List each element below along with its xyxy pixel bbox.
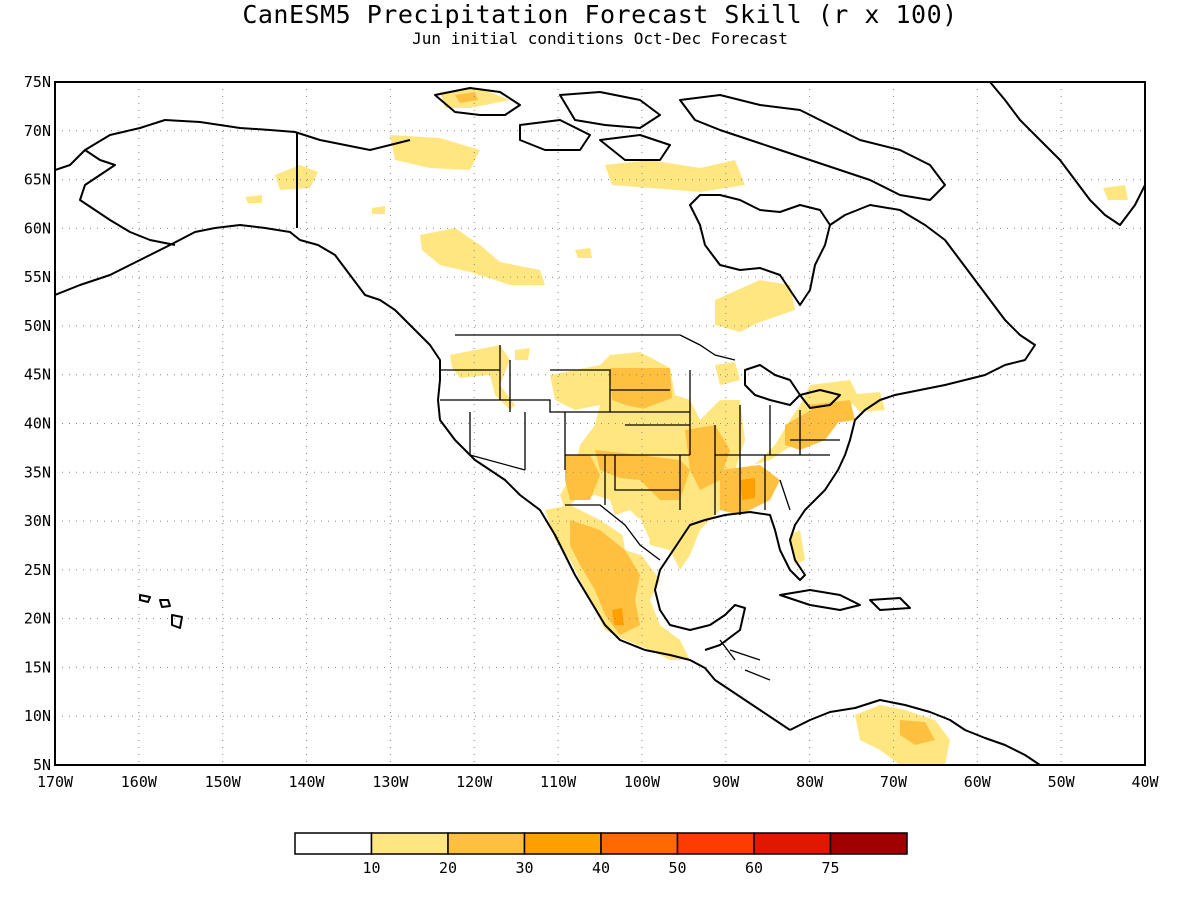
- colorbar-label: 30: [515, 859, 533, 877]
- lat-label: 55N: [24, 268, 51, 286]
- lon-label: 170W: [37, 773, 74, 791]
- lat-label: 75N: [24, 73, 51, 91]
- lon-label: 40W: [1131, 773, 1159, 791]
- colorbar-label: 20: [439, 859, 457, 877]
- lon-label: 150W: [205, 773, 242, 791]
- coastlines: [55, 82, 1145, 765]
- lon-label: 70W: [880, 773, 908, 791]
- map-frame: [54, 81, 1146, 766]
- colorbar-label: 50: [668, 859, 686, 877]
- lat-label: 30N: [24, 512, 51, 530]
- lat-label: 5N: [33, 756, 51, 774]
- colorbar-label: 10: [362, 859, 380, 877]
- skill-shading: [245, 88, 1128, 765]
- lon-label: 60W: [964, 773, 992, 791]
- lon-label: 140W: [288, 773, 325, 791]
- colorbar-swatch: [753, 832, 832, 855]
- lon-label: 90W: [712, 773, 740, 791]
- lon-label: 110W: [540, 773, 577, 791]
- colorbar-label: 40: [592, 859, 610, 877]
- lon-label: 50W: [1048, 773, 1076, 791]
- lat-label: 25N: [24, 561, 51, 579]
- colorbar: 10 20 30 40 50 60 75: [294, 832, 908, 877]
- lat-label: 40N: [24, 415, 51, 433]
- lon-label: 120W: [456, 773, 493, 791]
- lat-label: 50N: [24, 317, 51, 335]
- lat-label: 65N: [24, 171, 51, 189]
- map-title: CanESM5 Precipitation Forecast Skill (r …: [242, 0, 958, 29]
- colorbar-swatch: [600, 832, 679, 855]
- colorbar-swatch: [370, 832, 449, 855]
- lat-label: 70N: [24, 122, 51, 140]
- colorbar-swatch: [829, 832, 908, 855]
- lon-label: 100W: [624, 773, 661, 791]
- lon-label: 160W: [121, 773, 158, 791]
- latitude-labels: 75N 70N 65N 60N 55N 50N 45N 40N 35N 30N 25N 20N 15N 1…: [24, 73, 51, 774]
- lat-label: 35N: [24, 463, 51, 481]
- lat-label: 60N: [24, 219, 51, 237]
- colorbar-swatch: [447, 832, 526, 855]
- colorbar-swatch: [676, 832, 755, 855]
- lat-label: 15N: [24, 658, 51, 676]
- lat-label: 20N: [24, 610, 51, 628]
- longitude-labels: 170W 160W 150W 140W 130W 120W 110W 100W 90W 80W 70…: [37, 773, 1160, 791]
- map-subtitle: Jun initial conditions Oct-Dec Forecast: [412, 29, 788, 48]
- lat-label: 45N: [24, 366, 51, 384]
- political-borders: [440, 334, 840, 681]
- colorbar-label: 60: [745, 859, 763, 877]
- colorbar-swatch: [294, 832, 373, 855]
- colorbar-label: 75: [821, 859, 839, 877]
- lon-label: 130W: [372, 773, 409, 791]
- lat-label: 10N: [24, 707, 51, 725]
- colorbar-swatch: [523, 832, 602, 855]
- lon-label: 80W: [796, 773, 824, 791]
